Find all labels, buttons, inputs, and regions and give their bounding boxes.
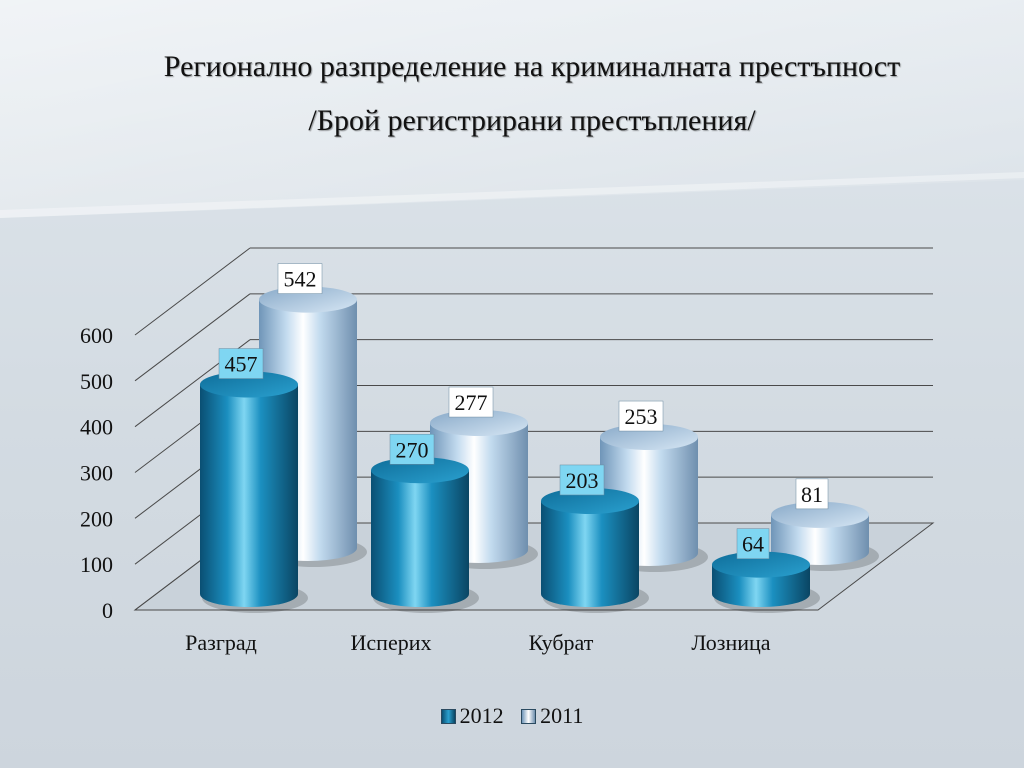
legend-swatch-2012 (440, 708, 456, 724)
legend-label-2012: 2012 (459, 703, 504, 728)
data-label-2012-0: 457 (218, 348, 264, 379)
bar-body (541, 500, 639, 607)
bar-2011-3 (771, 501, 879, 571)
y-tick-label: 600 (80, 323, 113, 348)
y-axis: 0 100 200 300 400 500 600 (80, 323, 113, 623)
y-tick-label: 100 (80, 552, 113, 577)
chart-subtitle: /Брой регистрирани престъпления/ (308, 104, 756, 137)
data-label-box (218, 348, 264, 379)
data-label-2011-0: 542 (277, 263, 323, 294)
data-label-text: 64 (742, 532, 764, 557)
data-label-text: 270 (396, 437, 429, 462)
bar-2012-3 (712, 551, 820, 613)
data-label-text: 81 (801, 482, 823, 507)
bar-body (200, 384, 298, 607)
data-label-box (736, 528, 770, 559)
gridline-side (134, 293, 251, 382)
data-label-box (795, 478, 829, 510)
data-label-2011-2: 253 (618, 400, 664, 432)
gridline-side (134, 247, 251, 336)
bar-2012-2 (541, 487, 649, 613)
data-label-box (389, 434, 435, 465)
data-label-box (277, 263, 323, 294)
y-tick-label: 0 (102, 598, 113, 623)
data-label-2012-3: 64 (736, 528, 770, 559)
legend-item-2011: 2011 (521, 703, 583, 729)
data-label-text: 277 (455, 390, 488, 415)
bar-body (771, 514, 869, 565)
data-label-box (448, 386, 494, 418)
data-labels-layer: 542 277 253 81 457 270 203 64 (218, 263, 829, 559)
y-tick-label: 200 (80, 506, 113, 531)
data-label-text: 542 (284, 267, 317, 292)
x-tick-label: Исперих (351, 630, 432, 655)
data-label-box (618, 400, 664, 432)
data-label-2012-1: 270 (389, 434, 435, 465)
y-tick-label: 500 (80, 369, 113, 394)
bar-2012-1 (371, 457, 479, 613)
legend-swatch-2011 (521, 708, 537, 724)
x-tick-label: Лозница (691, 630, 770, 655)
data-label-2011-3: 81 (795, 478, 829, 510)
bars-layer (200, 286, 879, 613)
x-tick-label: Кубрат (529, 630, 594, 655)
bar-body (371, 470, 469, 607)
data-label-2012-2: 203 (559, 464, 605, 496)
data-label-box (559, 464, 605, 496)
x-axis: Разград Исперих Кубрат Лозница (185, 630, 771, 655)
bar-top (771, 501, 869, 528)
chart-title: Регионално разпределение на криминалната… (163, 50, 901, 83)
data-label-text: 253 (625, 404, 658, 429)
bar-2012-0 (200, 371, 308, 613)
legend: 2012 2011 (0, 703, 1024, 730)
bar-top (712, 551, 810, 578)
y-tick-label: 300 (80, 461, 113, 486)
y-tick-label: 400 (80, 415, 113, 440)
x-tick-label: Разград (185, 630, 257, 655)
data-label-2011-1: 277 (448, 386, 494, 418)
legend-item-2012: 2012 (440, 703, 504, 729)
data-label-text: 203 (566, 468, 599, 493)
legend-label-2011: 2011 (540, 703, 584, 728)
data-label-text: 457 (225, 352, 258, 377)
